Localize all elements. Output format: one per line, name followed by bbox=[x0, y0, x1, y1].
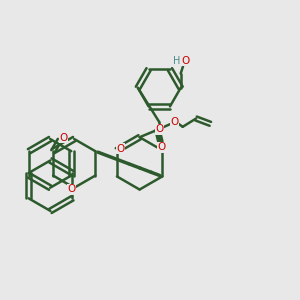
Text: O: O bbox=[116, 144, 124, 154]
Text: H: H bbox=[173, 56, 181, 66]
Text: O: O bbox=[155, 124, 164, 134]
Text: O: O bbox=[67, 184, 75, 194]
Text: O: O bbox=[170, 117, 178, 128]
Text: O: O bbox=[181, 56, 190, 66]
Text: O: O bbox=[59, 133, 68, 142]
Text: O: O bbox=[158, 142, 166, 152]
Polygon shape bbox=[158, 135, 164, 150]
